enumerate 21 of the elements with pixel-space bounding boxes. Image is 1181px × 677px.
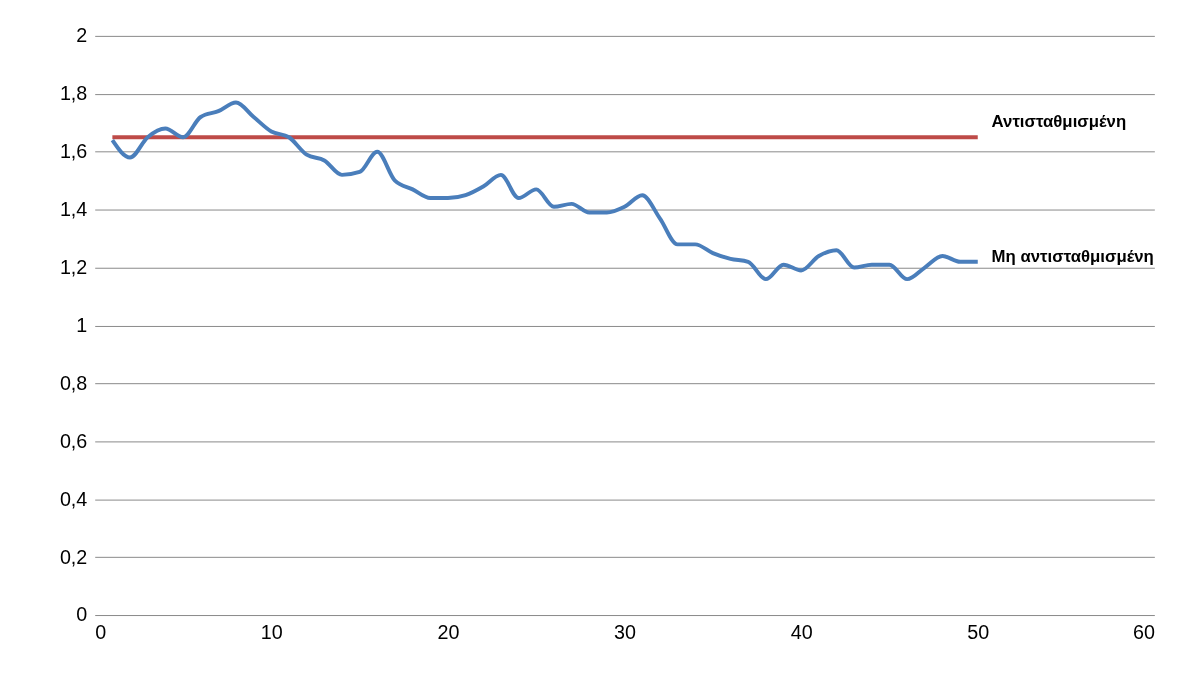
x-tick-label: 0 [95,621,107,644]
y-tick-label: 1 [76,313,88,336]
x-tick-label: 60 [1132,621,1155,644]
y-tick-label: 0,2 [59,545,88,568]
x-tick-label: 20 [437,621,460,644]
y-tick-label: 2 [76,24,88,47]
y-tick-label: 0 [76,603,88,626]
line-series [110,100,980,282]
y-tick-label: 0,4 [59,487,88,510]
y-tick-label: 1,6 [59,140,88,163]
series-label: Μη αντισταθμισμένη [991,246,1154,266]
y-tick-label: 0,8 [59,371,88,394]
x-tick-label: 40 [790,621,813,644]
y-tick-label: 1,2 [59,255,88,278]
x-tick-label: 50 [967,621,990,644]
x-tick-label: 10 [260,621,283,644]
y-tick-label: 0,6 [59,429,88,452]
x-tick-label: 30 [614,621,637,644]
y-tick-label: 1,4 [59,198,88,221]
y-tick-label: 1,8 [59,82,88,105]
series-label: Αντισταθμισμένη [991,112,1127,132]
